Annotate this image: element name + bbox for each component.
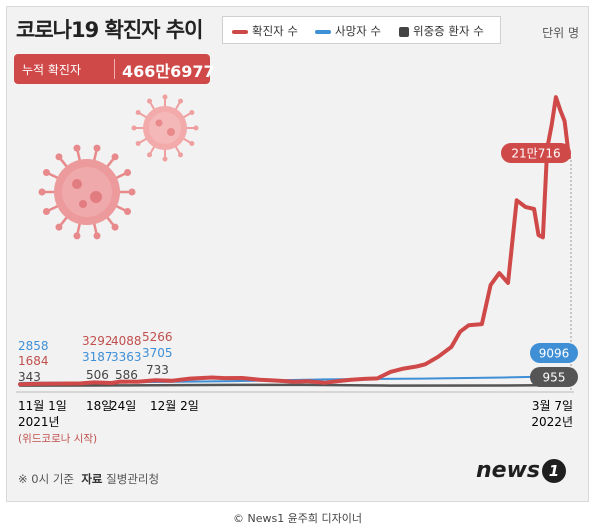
- mid1-deaths-label: 3187: [82, 350, 113, 364]
- x-label-start-year: 2021년: [18, 415, 60, 429]
- mid1-confirmed-label: 3292: [82, 334, 113, 348]
- mid2-confirmed-label: 4088: [111, 334, 142, 348]
- mid1-critical-label: 506: [86, 368, 109, 382]
- end-critical-tag: 955: [530, 367, 578, 387]
- end-confirmed-label: 21만716: [511, 147, 560, 161]
- virus-icon: [131, 94, 199, 162]
- x-label-end-year: 2022년: [531, 415, 573, 429]
- divider: [114, 59, 115, 79]
- logo-number: 1: [542, 459, 567, 483]
- legend-critical-label: 위중증 환자 수: [413, 24, 484, 38]
- end-deaths-tag: 9096: [530, 343, 578, 363]
- confirmed-swatch: [232, 29, 248, 34]
- x-label-18: 18일: [86, 399, 112, 413]
- x-label-24: 24일: [110, 399, 136, 413]
- mid3-confirmed-label: 5266: [142, 330, 173, 344]
- mid2-critical-label: 586: [115, 368, 138, 382]
- virus-icon: [38, 144, 136, 240]
- news1-logo: news 1: [476, 458, 567, 483]
- critical-series-line: [18, 383, 571, 387]
- credit-line: © News1 윤주희 디자이너: [232, 512, 363, 525]
- start-confirmed-label: 1684: [18, 354, 49, 368]
- x-label-start-note: (위드코로나 시작): [18, 432, 97, 445]
- legend-confirmed: 확진자 수: [232, 23, 298, 39]
- legend: 확진자 수 사망자 수 위중증 환자 수: [222, 16, 501, 44]
- legend-deaths-label: 사망자 수: [335, 24, 381, 38]
- legend-confirmed-label: 확진자 수: [252, 24, 298, 38]
- end-confirmed-tag: 21만716: [501, 143, 571, 163]
- legend-critical: 위중증 환자 수: [399, 23, 484, 39]
- infographic-card: [6, 6, 589, 502]
- source-note: ※ 0시 기준 자료 질병관리청: [18, 471, 159, 487]
- series-layer: [18, 95, 571, 387]
- cumulative-label: 누적 확진자: [22, 63, 82, 77]
- mid3-deaths-label: 3705: [142, 346, 173, 360]
- critical-swatch: [399, 26, 409, 37]
- x-label-dec2: 12월 2일: [150, 399, 199, 413]
- mid2-deaths-label: 3363: [111, 350, 142, 364]
- mid3-critical-label: 733: [146, 363, 169, 377]
- chart-title: 코로나19 확진자 추이: [16, 18, 203, 42]
- cumulative-total-box: 누적 확진자 466만6977: [14, 54, 215, 84]
- start-critical-label: 343: [18, 370, 41, 384]
- end-critical-label: 955: [543, 371, 566, 385]
- base-time-note: ※ 0시 기준: [18, 472, 75, 486]
- start-deaths-label: 2858: [18, 339, 49, 353]
- logo-text: news: [476, 458, 541, 483]
- end-deaths-label: 9096: [539, 347, 570, 361]
- source-label: 자료: [81, 472, 103, 486]
- source-name: 질병관리청: [106, 472, 160, 486]
- deaths-swatch: [315, 29, 331, 34]
- legend-deaths: 사망자 수: [315, 23, 381, 39]
- confirmed-series-line: [18, 95, 571, 387]
- cumulative-value: 466만6977: [122, 62, 215, 81]
- x-label-end: 3월 7일: [532, 399, 573, 413]
- unit-label: 단위 명: [542, 26, 579, 40]
- x-label-start: 11월 1일: [18, 399, 67, 413]
